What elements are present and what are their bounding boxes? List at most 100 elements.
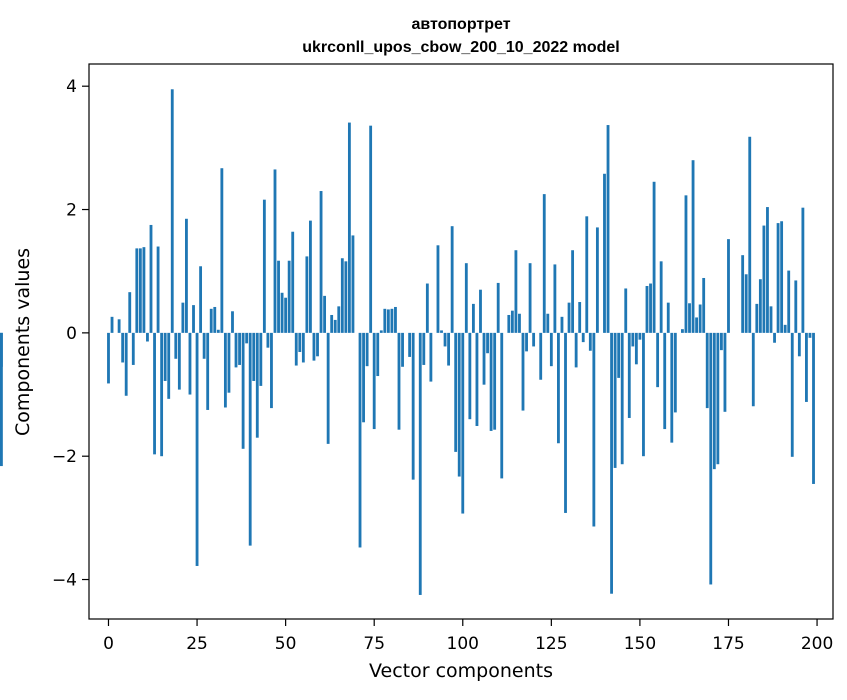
bar-component-29 xyxy=(209,308,213,333)
bar-component-18 xyxy=(170,89,174,333)
bar-component-170 xyxy=(709,332,713,585)
bar-component-159 xyxy=(670,332,674,443)
bar-component-128 xyxy=(560,316,564,333)
bar-component-122 xyxy=(539,332,543,380)
bar-component-51 xyxy=(287,260,291,333)
y-tick-label: −2 xyxy=(52,447,77,467)
bar-component-189 xyxy=(776,223,780,333)
bar-component-107 xyxy=(486,332,489,354)
bar-component-89 xyxy=(422,332,426,365)
bar-component-172 xyxy=(716,332,720,465)
bar-component-105 xyxy=(479,289,482,333)
bar-component-21 xyxy=(181,302,185,333)
bar-component-115 xyxy=(514,250,518,333)
bar-component-154 xyxy=(652,181,656,333)
bar-component-90 xyxy=(425,283,429,333)
x-tick-label: 0 xyxy=(103,634,114,654)
bar-component-20 xyxy=(177,332,181,390)
bar-component-76 xyxy=(376,332,380,377)
bar-component-194 xyxy=(794,280,798,333)
bar-component-53 xyxy=(294,332,298,366)
bar-component-155 xyxy=(656,332,660,388)
x-axis-label: Vector components xyxy=(369,660,553,682)
bar-component-88 xyxy=(418,332,422,595)
bar-component-undefined xyxy=(0,332,3,467)
bar-component-33 xyxy=(223,332,227,408)
bar-component-5 xyxy=(124,332,128,396)
bar-component-13 xyxy=(153,332,156,455)
bar-component-86 xyxy=(411,332,415,480)
bar-component-45 xyxy=(266,332,270,348)
bar-component-119 xyxy=(528,263,532,333)
x-tick-label: 150 xyxy=(624,634,656,654)
bar-component-65 xyxy=(337,306,341,333)
bar-component-80 xyxy=(390,308,394,333)
bar-component-134 xyxy=(581,332,585,343)
bar-component-117 xyxy=(521,332,525,411)
y-axis-label: Components values xyxy=(12,248,34,436)
chart-title: автопортрет xyxy=(411,16,510,33)
x-tick-label: 200 xyxy=(801,634,833,654)
bar-component-40 xyxy=(248,332,252,546)
bar-component-72 xyxy=(362,332,365,423)
bar-component-48 xyxy=(277,260,280,333)
x-tick-label: 175 xyxy=(712,634,744,654)
bar-component-120 xyxy=(532,332,536,347)
bar-component-108 xyxy=(489,332,493,431)
bar-component-67 xyxy=(344,261,348,333)
bar-component-147 xyxy=(627,332,631,418)
bar-component-34 xyxy=(227,332,231,393)
bar-component-142 xyxy=(610,332,613,594)
bar-component-180 xyxy=(744,274,748,333)
bar-component-44 xyxy=(262,199,266,333)
bar-component-188 xyxy=(773,332,776,343)
bar-component-171 xyxy=(712,332,716,470)
bar-component-42 xyxy=(255,332,259,438)
bar-component-91 xyxy=(429,332,433,382)
bar-component-192 xyxy=(787,270,791,333)
bar-component-137 xyxy=(592,332,596,527)
bar-component-100 xyxy=(461,332,465,514)
bar-component-179 xyxy=(741,255,745,333)
x-tick-label: 100 xyxy=(447,634,479,654)
bar-component-198 xyxy=(808,332,812,338)
bar-component-0 xyxy=(107,332,110,384)
bar-component-28 xyxy=(206,332,210,410)
bar-component-54 xyxy=(298,332,302,352)
chart-subtitle: ukrconll_upos_cbow_200_10_2022 model xyxy=(302,39,619,56)
bar-component-146 xyxy=(624,288,628,333)
plot-frame xyxy=(88,63,834,620)
bar-component-125 xyxy=(549,332,553,367)
bar-component-102 xyxy=(468,332,472,420)
bar-component-74 xyxy=(369,125,373,333)
bar-component-193 xyxy=(790,332,794,457)
bar-component-181 xyxy=(748,136,752,333)
bar-component-68 xyxy=(347,122,351,333)
bar-component-187 xyxy=(769,306,773,333)
bar-component-11 xyxy=(146,332,149,342)
bar-component-49 xyxy=(280,292,284,333)
bar-component-77 xyxy=(379,330,383,333)
bar-component-109 xyxy=(493,332,497,430)
bar-component-undefined xyxy=(0,332,3,367)
x-tick-label: 125 xyxy=(535,634,567,654)
bar-component-79 xyxy=(386,309,390,333)
x-tick-label: 50 xyxy=(275,634,297,654)
y-tick-label: 2 xyxy=(66,201,77,221)
bar-component-99 xyxy=(457,332,461,477)
bar-component-35 xyxy=(231,311,234,333)
bar-component-46 xyxy=(270,332,273,409)
bar-component-182 xyxy=(751,332,755,407)
bar-component-110 xyxy=(496,282,500,333)
bar-component-25 xyxy=(195,332,199,566)
bar-component-143 xyxy=(613,332,617,468)
bar-component-98 xyxy=(454,332,458,452)
bar-component-37 xyxy=(238,332,241,365)
bar-component-32 xyxy=(220,168,224,333)
bar-component-71 xyxy=(358,332,362,548)
bar-component-152 xyxy=(645,286,649,333)
bar-component-93 xyxy=(436,245,440,333)
bar-component-162 xyxy=(681,329,684,333)
bar-component-167 xyxy=(698,304,702,333)
